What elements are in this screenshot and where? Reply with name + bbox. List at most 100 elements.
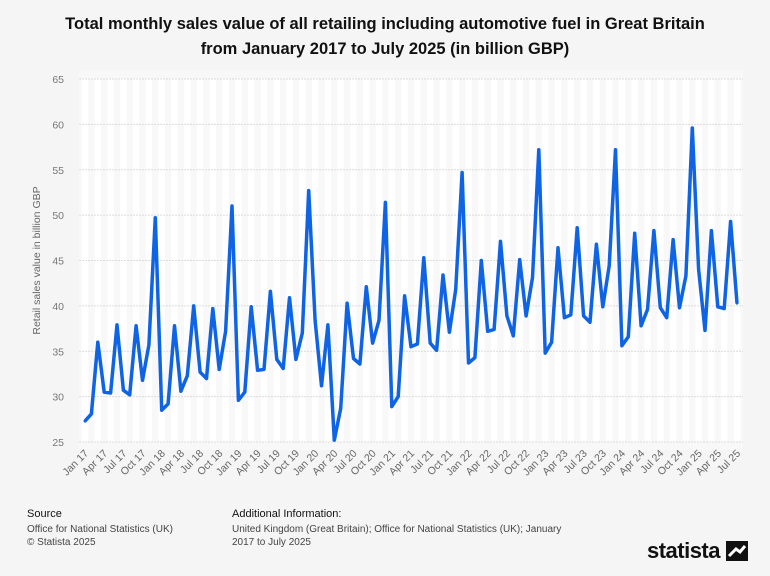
data-point xyxy=(415,342,419,346)
source-text[interactable]: Office for National Statistics (UK) xyxy=(27,524,173,535)
column-band xyxy=(618,79,626,442)
data-point xyxy=(646,308,650,312)
data-point xyxy=(109,391,113,395)
data-point xyxy=(703,328,707,332)
data-point xyxy=(313,318,317,322)
data-point xyxy=(121,388,125,392)
data-point xyxy=(147,343,151,347)
y-tick-label: 50 xyxy=(52,210,64,222)
data-point xyxy=(377,318,381,322)
data-point xyxy=(511,334,515,338)
data-point xyxy=(166,402,170,406)
data-point xyxy=(172,324,176,328)
data-point xyxy=(735,301,739,305)
data-point xyxy=(447,330,451,334)
chart-title-line-2: from January 2017 to July 2025 (in billi… xyxy=(200,40,570,58)
data-point xyxy=(582,314,586,318)
data-point xyxy=(275,357,279,361)
data-point xyxy=(230,204,234,208)
data-point xyxy=(128,393,132,397)
y-tick-label: 55 xyxy=(52,165,64,177)
data-point xyxy=(198,370,202,374)
data-point xyxy=(102,390,106,394)
y-tick-label: 25 xyxy=(52,437,64,449)
data-point xyxy=(575,226,579,230)
data-point xyxy=(396,395,400,399)
statista-logo[interactable]: statista xyxy=(647,538,748,564)
data-point xyxy=(403,294,407,298)
column-band xyxy=(465,79,472,442)
column-band xyxy=(363,79,370,442)
data-point xyxy=(115,323,119,327)
column-band xyxy=(311,79,319,442)
data-point xyxy=(607,264,611,268)
source-heading: Source xyxy=(27,508,62,520)
data-point xyxy=(441,273,445,277)
data-point xyxy=(486,329,490,333)
data-point xyxy=(89,412,93,416)
data-point xyxy=(294,357,298,361)
data-point xyxy=(479,259,483,262)
data-point xyxy=(454,288,458,292)
data-point xyxy=(588,320,592,324)
data-point xyxy=(383,200,387,204)
data-point xyxy=(320,384,324,388)
data-point xyxy=(716,305,720,309)
data-point xyxy=(351,357,355,361)
data-point xyxy=(677,306,681,310)
y-axis-label: Retail sales value in billion GBP xyxy=(31,186,43,334)
data-point xyxy=(601,305,605,309)
data-point xyxy=(460,170,464,174)
chart-title: Total monthly sales value of all retaili… xyxy=(0,12,770,62)
additional-info-block: Additional Information: United Kingdom (… xyxy=(232,508,561,549)
data-point xyxy=(224,329,228,333)
data-point xyxy=(339,406,343,410)
data-point xyxy=(709,229,713,233)
data-point xyxy=(518,258,522,262)
column-band xyxy=(708,79,715,442)
data-point xyxy=(358,362,362,366)
data-point xyxy=(326,323,330,327)
data-point xyxy=(620,344,624,348)
y-tick-label: 35 xyxy=(52,346,64,358)
data-point xyxy=(729,219,733,223)
data-point xyxy=(665,316,669,320)
data-point xyxy=(390,405,394,409)
data-point xyxy=(211,307,215,311)
data-point xyxy=(492,327,496,331)
data-point xyxy=(697,268,701,272)
data-point xyxy=(658,306,662,310)
column-band xyxy=(414,79,421,442)
data-point xyxy=(256,368,260,372)
data-point xyxy=(722,307,726,311)
data-point xyxy=(268,289,272,293)
y-tick-label: 60 xyxy=(52,119,64,131)
data-point xyxy=(498,239,502,243)
data-point xyxy=(633,231,637,235)
data-point xyxy=(153,216,157,220)
data-point xyxy=(204,376,208,380)
data-point xyxy=(409,345,413,349)
column-band xyxy=(120,79,127,442)
column-band xyxy=(273,79,280,442)
statista-logo-icon xyxy=(726,541,748,561)
data-point xyxy=(345,301,349,305)
data-point xyxy=(281,366,285,370)
data-point xyxy=(217,367,221,371)
additional-info-line-2: 2017 to July 2025 xyxy=(232,537,311,548)
data-point xyxy=(364,285,368,289)
column-band xyxy=(171,79,178,442)
line-chart: 25 30 35 40 45 50 55 60 65 Retail sales value in … xyxy=(31,74,744,479)
data-point xyxy=(249,305,253,309)
copyright-text: © Statista 2025 xyxy=(27,537,96,548)
data-point xyxy=(473,356,477,360)
data-point xyxy=(243,390,247,394)
data-point xyxy=(530,276,534,280)
data-point xyxy=(288,296,292,300)
data-point xyxy=(141,378,145,382)
data-point xyxy=(505,314,509,318)
y-tick-label: 45 xyxy=(52,256,64,268)
y-tick-label: 30 xyxy=(52,392,64,404)
data-point xyxy=(524,314,528,318)
data-point xyxy=(467,361,471,365)
